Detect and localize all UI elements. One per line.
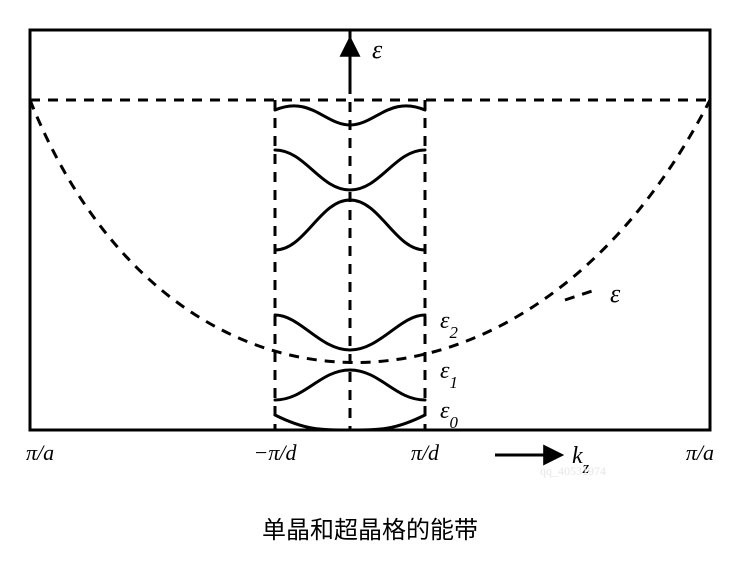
figure-container: εεε0ε1ε2kzπ/aπ/a−π/dπ/dqq_40531974 单晶和超晶… — [20, 20, 720, 545]
svg-text:−π/d: −π/d — [254, 440, 298, 465]
svg-text:ε1: ε1 — [440, 358, 458, 392]
figure-caption: 单晶和超晶格的能带 — [20, 510, 720, 545]
svg-text:π/a: π/a — [26, 440, 54, 465]
svg-text:qq_40531974: qq_40531974 — [540, 464, 606, 478]
svg-text:ε: ε — [610, 279, 621, 308]
svg-text:ε: ε — [372, 35, 383, 64]
band-diagram-svg: εεε0ε1ε2kzπ/aπ/a−π/dπ/dqq_40531974 — [20, 20, 720, 485]
svg-text:π/d: π/d — [411, 440, 440, 465]
svg-text:π/a: π/a — [686, 440, 714, 465]
svg-text:ε2: ε2 — [440, 308, 458, 342]
svg-text:ε0: ε0 — [440, 398, 458, 432]
